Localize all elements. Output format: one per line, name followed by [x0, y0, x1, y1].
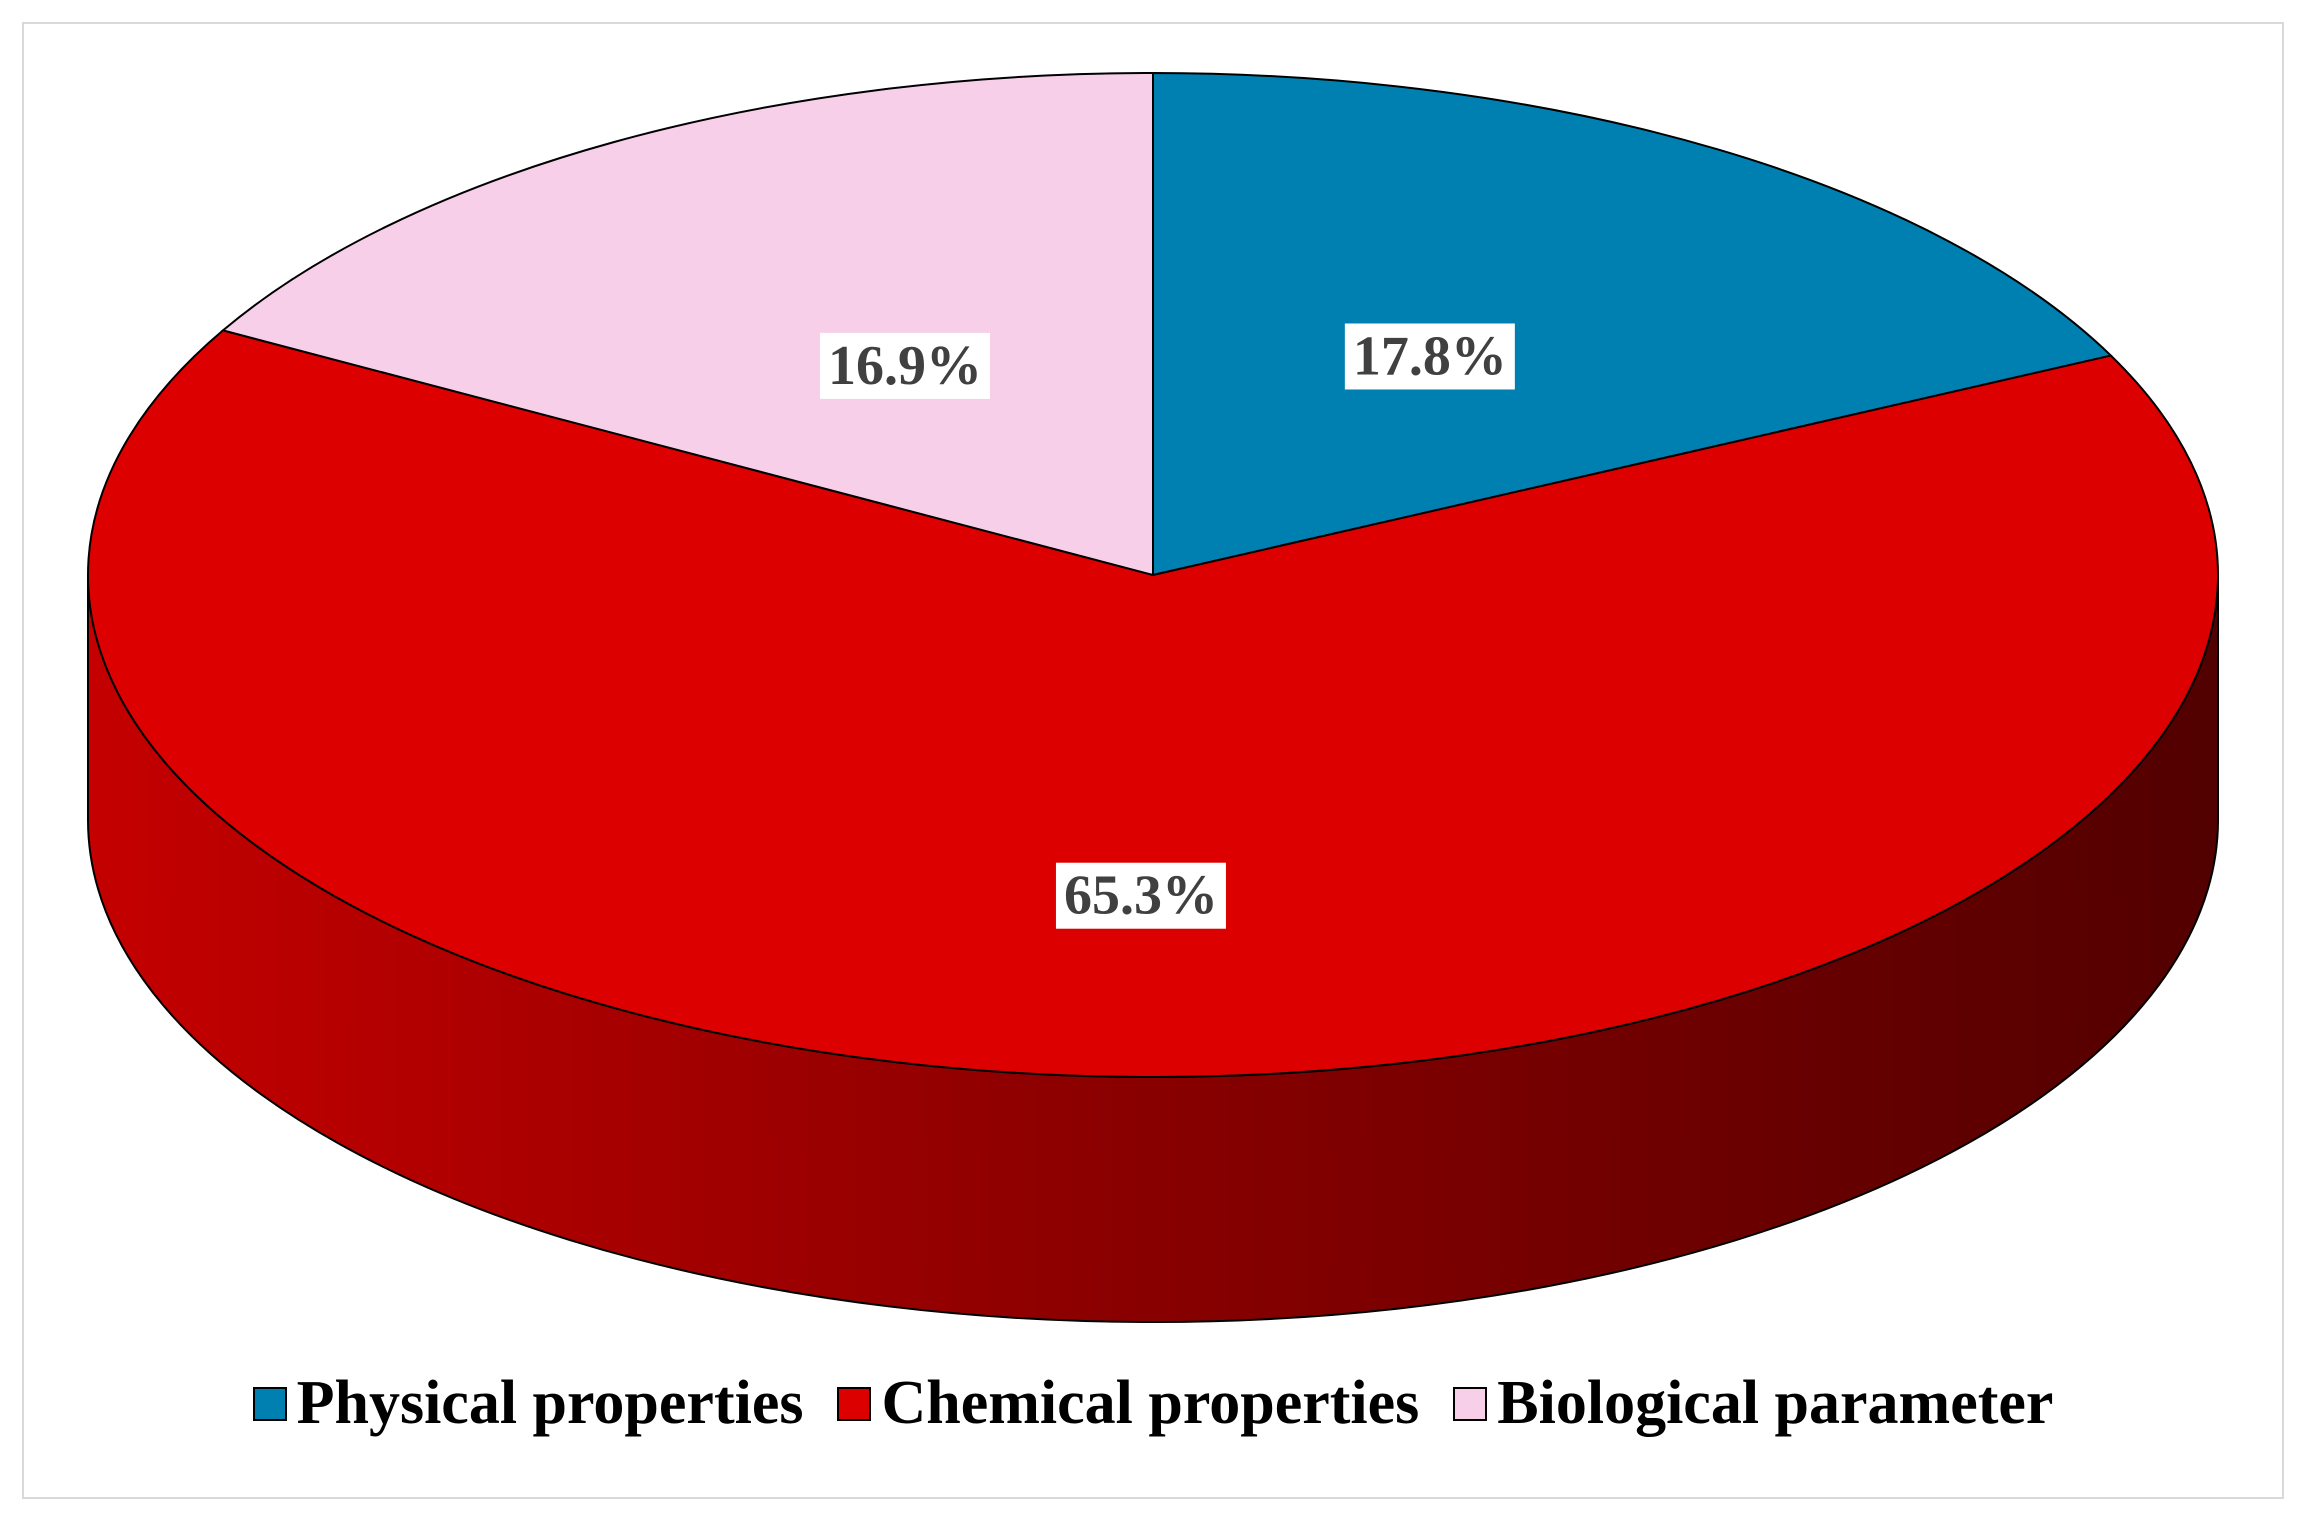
legend-swatch-icon	[252, 1386, 287, 1421]
data-labels: 17.8% 65.3% 16.9%	[819, 323, 1515, 929]
legend-item-physical: Physical properties	[252, 1368, 804, 1439]
legend-label: Biological parameter	[1497, 1369, 2054, 1437]
legend-item-biological: Biological parameter	[1453, 1368, 2053, 1439]
data-label-background	[1055, 862, 1226, 929]
pie-slice	[87, 329, 2219, 1078]
legend-swatch-icon	[837, 1386, 872, 1421]
pie-slices	[87, 71, 2219, 1078]
legend-label: Chemical properties	[881, 1369, 1420, 1437]
pie-slice	[1152, 71, 2113, 577]
legend: Physical properties Chemical properties …	[0, 1368, 2306, 1439]
data-label-background	[819, 332, 990, 399]
pie-slice	[220, 71, 1154, 577]
legend-swatch-icon	[1453, 1386, 1488, 1421]
legend-item-chemical: Chemical properties	[837, 1368, 1419, 1439]
data-label-background	[1344, 323, 1515, 390]
legend-label: Physical properties	[296, 1369, 804, 1437]
data-label: 17.8%	[1353, 325, 1507, 387]
data-label: 16.9%	[828, 335, 982, 397]
data-label: 65.3%	[1064, 865, 1218, 927]
